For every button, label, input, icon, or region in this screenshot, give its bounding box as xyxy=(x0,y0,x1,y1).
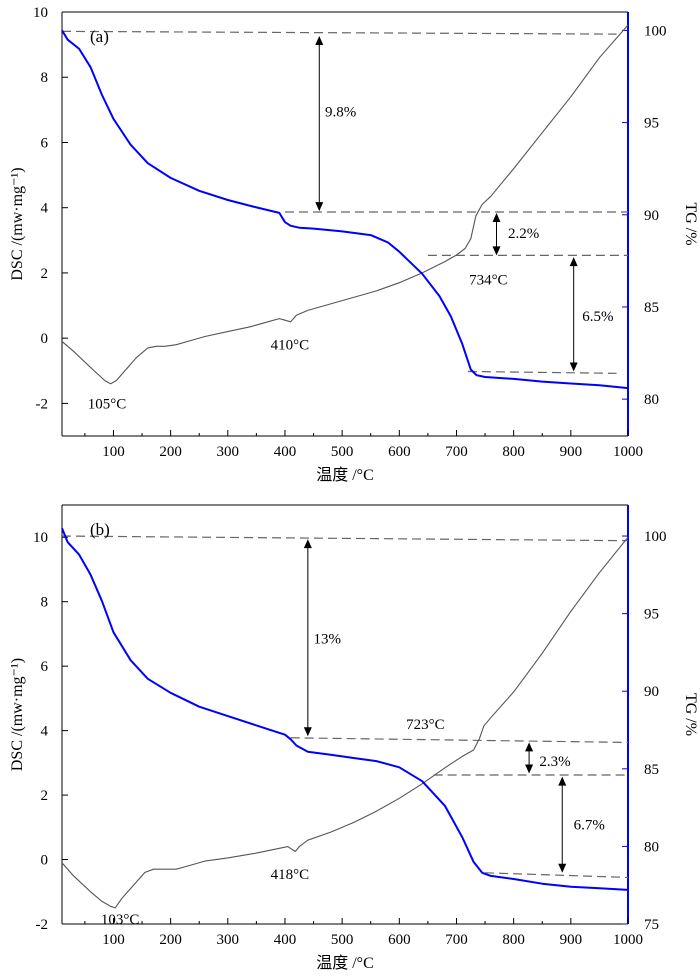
x-tick-label: 300 xyxy=(217,444,240,460)
guide-line xyxy=(61,535,629,542)
x-tick-label: 500 xyxy=(331,932,354,948)
peak-temperature-label: 410°C xyxy=(271,338,310,354)
tg-series-line xyxy=(61,29,629,390)
left-tick-label: 6 xyxy=(41,135,49,151)
left-tick-label: 2 xyxy=(41,788,49,804)
x-tick-label: 400 xyxy=(274,932,297,948)
x-tick-label: 800 xyxy=(502,932,525,948)
peak-temperature-label: 103°C xyxy=(101,912,140,928)
left-tick-label: 10 xyxy=(33,5,48,21)
arrow-head-down xyxy=(492,246,501,256)
right-tick-label: 85 xyxy=(644,762,659,778)
chart-panel-b: 100 200 300 400 500 600 700 800 900 1000 -2 0 2 4 6 8 10… xyxy=(9,504,699,972)
left-tick-label: 8 xyxy=(41,70,49,86)
peak-temperature-label: 723°C xyxy=(406,717,445,733)
x-axis-title: 温度 /°C xyxy=(316,954,374,972)
left-tick-label: 2 xyxy=(41,266,49,282)
x-tick-label: 700 xyxy=(445,444,468,460)
x-tick-label: 800 xyxy=(502,444,525,460)
x-tick-label: 400 xyxy=(274,444,297,460)
right-tick-label: 95 xyxy=(644,607,659,623)
right-tick-label: 100 xyxy=(644,23,667,39)
guide-line xyxy=(467,370,617,374)
mass-loss-label: 6.5% xyxy=(582,309,613,325)
arrow-head-down xyxy=(303,727,312,737)
arrow-head-up xyxy=(569,257,578,267)
x-tick-label: 700 xyxy=(445,932,468,948)
x-tick-label: 200 xyxy=(159,444,182,460)
guide-line xyxy=(485,872,629,879)
left-tick-label: 0 xyxy=(41,853,49,869)
x-axis-title: 温度 /°C xyxy=(316,466,374,484)
peak-temperature-label: 105°C xyxy=(88,396,127,412)
left-tick-label: 0 xyxy=(41,331,49,347)
x-tick-label: 600 xyxy=(388,444,411,460)
left-axis-title: DSC /(mw·mg⁻¹) xyxy=(9,167,26,280)
x-tick-label: 600 xyxy=(388,932,411,948)
right-axis-title: TG /% xyxy=(682,202,699,245)
mass-loss-label: 2.3% xyxy=(539,754,570,770)
right-tick-label: 100 xyxy=(644,529,667,545)
x-tick-label: 1000 xyxy=(613,444,643,460)
x-tick-label: 900 xyxy=(560,932,583,948)
left-tick-label: -2 xyxy=(36,396,49,412)
x-tick-label: 100 xyxy=(102,932,125,948)
guide-line xyxy=(290,737,629,744)
right-axis-title: TG /% xyxy=(682,693,699,736)
arrow-head-up xyxy=(558,776,567,786)
chart-panel-a: 100 200 300 400 500 600 700 800 900 1000 -2 0 2 4 6 8 10… xyxy=(9,5,699,484)
x-tick-label: 200 xyxy=(159,932,182,948)
arrow-head-up xyxy=(315,35,324,45)
left-tick-label: -2 xyxy=(36,917,49,933)
mass-loss-label: 2.2% xyxy=(508,226,539,242)
left-axis-title: DSC /(mw·mg⁻¹) xyxy=(9,658,26,771)
arrow-head-up xyxy=(525,742,534,752)
guide-line xyxy=(61,30,617,35)
left-tick-label: 4 xyxy=(41,201,49,217)
tg-series-line xyxy=(61,527,629,891)
peak-temperature-label: 734°C xyxy=(469,272,508,288)
panel-label: (b) xyxy=(90,520,110,539)
x-tick-label: 900 xyxy=(560,444,583,460)
arrow-head-down xyxy=(558,863,567,873)
left-tick-label: 10 xyxy=(33,530,48,546)
mass-loss-label: 6.7% xyxy=(574,818,605,834)
x-tick-label: 300 xyxy=(217,932,240,948)
right-tick-label: 90 xyxy=(644,684,659,700)
x-tick-label: 100 xyxy=(102,444,125,460)
mass-loss-label: 9.8% xyxy=(325,105,356,121)
arrow-head-up xyxy=(303,539,312,549)
right-tick-label: 85 xyxy=(644,300,659,316)
mass-loss-label: 13% xyxy=(314,631,342,647)
x-tick-label: 500 xyxy=(331,444,354,460)
arrow-head-down xyxy=(569,362,578,372)
arrow-head-down xyxy=(525,764,534,774)
left-tick-label: 6 xyxy=(41,659,49,675)
dsc-series-line xyxy=(61,536,629,909)
left-tick-label: 4 xyxy=(41,724,49,740)
panel-label: (a) xyxy=(90,27,109,46)
arrow-head-down xyxy=(315,202,324,212)
peak-temperature-label: 418°C xyxy=(271,867,310,883)
x-tick-label: 1000 xyxy=(613,932,643,948)
right-tick-label: 80 xyxy=(644,392,659,408)
right-tick-label: 90 xyxy=(644,208,659,224)
dsc-series-line xyxy=(61,24,629,385)
left-tick-label: 8 xyxy=(41,595,49,611)
right-tick-label: 75 xyxy=(644,917,659,933)
right-tick-label: 80 xyxy=(644,839,659,855)
right-tick-label: 95 xyxy=(644,116,659,132)
arrow-head-up xyxy=(492,212,501,222)
